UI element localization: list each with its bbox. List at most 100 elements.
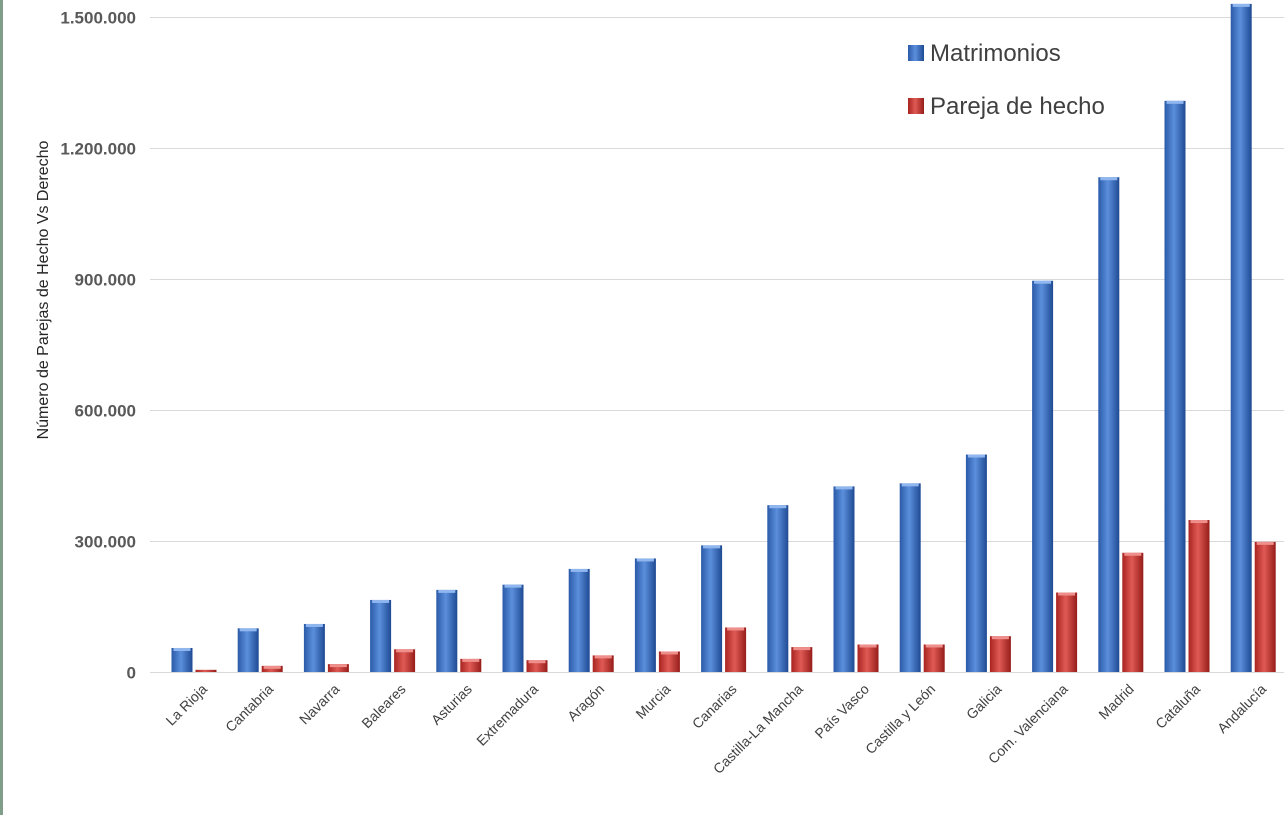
- x-tick-label-galicia: Galicia: [963, 681, 1005, 723]
- y-axis-ticks: 0 300.000 600.000 900.000 1.200.000 1.500.000: [60, 9, 136, 683]
- bar-cap-matrimonios-asturias: [438, 589, 456, 593]
- bar-cap-matrimonios-galicia: [967, 454, 985, 458]
- bar-cap-matrimonios-cantabria: [239, 628, 257, 632]
- y-tick-label: 1.500.000: [60, 9, 136, 28]
- bar-cap-matrimonios-canarias: [703, 545, 721, 549]
- bar-cap-pareja-de-hecho-asturias: [462, 658, 480, 662]
- x-tick-label-la-rioja: La Rioja: [162, 681, 210, 729]
- x-tick-label-navarra: Navarra: [296, 681, 343, 728]
- bar-pareja-de-hecho-la-rioja: [195, 669, 217, 672]
- bar-pareja-de-hecho-galicia: [989, 636, 1011, 672]
- bar-cap-pareja-de-hecho-baleares: [396, 649, 414, 653]
- bar-cap-matrimonios-pais-vasco: [835, 486, 853, 490]
- bar-cap-matrimonios-madrid: [1100, 177, 1118, 181]
- bar-cap-pareja-de-hecho-pais-vasco: [859, 644, 877, 648]
- bar-pareja-de-hecho-aragon: [592, 655, 614, 672]
- bar-cap-matrimonios-navarra: [305, 623, 323, 627]
- bar-pareja-de-hecho-canarias: [725, 627, 747, 672]
- bar-pareja-de-hecho-baleares: [394, 649, 416, 672]
- bar-pareja-de-hecho-navarra: [327, 664, 349, 672]
- bar-pareja-de-hecho-asturias: [460, 658, 482, 672]
- legend-item-pareja-de-hecho: Pareja de hecho: [908, 93, 1105, 120]
- bar-cap-matrimonios-baleares: [372, 599, 390, 603]
- bar-cap-matrimonios-com-valenciana: [1034, 280, 1052, 284]
- bar-matrimonios-asturias: [436, 589, 458, 672]
- bar-cap-matrimonios-extremadura: [504, 584, 522, 588]
- x-tick-label-castilla-y-leon: Castilla y León: [862, 681, 938, 757]
- bar-matrimonios-extremadura: [502, 584, 524, 672]
- bar-cap-pareja-de-hecho-castilla-la-mancha: [793, 647, 811, 651]
- bar-cap-matrimonios-castilla-la-mancha: [769, 505, 787, 509]
- bars: [171, 3, 1276, 673]
- bar-matrimonios-cataluna: [1164, 100, 1186, 673]
- legend-label-matrimonios: Matrimonios: [930, 40, 1061, 67]
- bar-matrimonios-andalucia: [1230, 3, 1252, 672]
- bar-pareja-de-hecho-com-valenciana: [1056, 592, 1078, 672]
- bar-matrimonios-navarra: [303, 623, 325, 672]
- x-tick-label-murcia: Murcia: [632, 681, 673, 722]
- bar-matrimonios-baleares: [370, 599, 392, 672]
- bar-pareja-de-hecho-madrid: [1122, 552, 1144, 672]
- legend: Matrimonios Pareja de hecho: [908, 40, 1105, 120]
- x-tick-label-baleares: Baleares: [358, 681, 408, 731]
- bar-pareja-de-hecho-andalucia: [1254, 541, 1276, 672]
- bar-cap-pareja-de-hecho-castilla-y-leon: [925, 644, 943, 648]
- bar-matrimonios-aragon: [568, 568, 590, 672]
- bar-cap-pareja-de-hecho-cantabria: [263, 665, 281, 669]
- bar-matrimonios-pais-vasco: [833, 486, 855, 672]
- x-tick-label-asturias: Asturias: [428, 681, 475, 728]
- x-tick-label-madrid: Madrid: [1095, 681, 1137, 723]
- bar-cap-pareja-de-hecho-aragon: [594, 655, 612, 659]
- legend-swatch-matrimonios: [908, 45, 924, 61]
- y-tick-label: 0: [127, 664, 136, 683]
- bar-matrimonios-la-rioja: [171, 647, 193, 672]
- bar-matrimonios-cantabria: [237, 628, 259, 672]
- bar-cap-pareja-de-hecho-canarias: [727, 627, 745, 631]
- bar-cap-pareja-de-hecho-extremadura: [528, 660, 546, 664]
- bar-matrimonios-murcia: [634, 558, 656, 672]
- bar-cap-pareja-de-hecho-andalucia: [1256, 541, 1274, 545]
- bar-pareja-de-hecho-extremadura: [526, 660, 548, 672]
- x-tick-label-pais-vasco: País Vasco: [811, 681, 872, 742]
- bar-matrimonios-com-valenciana: [1032, 280, 1054, 672]
- bar-cap-pareja-de-hecho-cataluna: [1190, 520, 1208, 524]
- bar-pareja-de-hecho-cataluna: [1188, 520, 1210, 672]
- bar-cap-matrimonios-cataluna: [1166, 100, 1184, 104]
- bar-cap-pareja-de-hecho-galicia: [991, 636, 1009, 640]
- bar-matrimonios-madrid: [1098, 177, 1120, 673]
- bar-pareja-de-hecho-castilla-y-leon: [923, 644, 945, 672]
- bar-cap-pareja-de-hecho-com-valenciana: [1058, 592, 1076, 596]
- gridlines: [150, 17, 1284, 673]
- x-tick-label-cantabria: Cantabria: [222, 681, 276, 735]
- bar-pareja-de-hecho-cantabria: [261, 665, 283, 672]
- legend-label-pareja-de-hecho: Pareja de hecho: [930, 93, 1105, 120]
- bar-cap-matrimonios-la-rioja: [173, 647, 191, 651]
- bar-cap-pareja-de-hecho-navarra: [329, 664, 347, 668]
- x-tick-label-cataluna: Cataluña: [1152, 681, 1203, 732]
- bar-pareja-de-hecho-castilla-la-mancha: [791, 647, 813, 672]
- y-tick-label: 1.200.000: [60, 140, 136, 159]
- y-tick-label: 600.000: [75, 402, 136, 421]
- x-tick-label-extremadura: Extremadura: [473, 681, 541, 749]
- bar-cap-matrimonios-aragon: [570, 568, 588, 572]
- y-tick-label: 300.000: [75, 533, 136, 552]
- bar-pareja-de-hecho-murcia: [658, 651, 680, 672]
- legend-swatch-pareja-de-hecho: [908, 98, 924, 114]
- legend-item-matrimonios: Matrimonios: [908, 40, 1061, 67]
- bar-matrimonios-castilla-la-mancha: [767, 505, 789, 672]
- x-tick-label-andalucia: Andalucía: [1214, 681, 1269, 736]
- y-tick-label: 900.000: [75, 271, 136, 290]
- bar-cap-pareja-de-hecho-murcia: [660, 651, 678, 655]
- x-tick-label-canarias: Canarias: [689, 681, 740, 732]
- bar-matrimonios-canarias: [701, 545, 723, 672]
- bar-cap-matrimonios-murcia: [636, 558, 654, 562]
- bar-matrimonios-castilla-y-leon: [899, 483, 921, 672]
- bar-cap-matrimonios-castilla-y-leon: [901, 483, 919, 487]
- y-axis-label: Número de Parejas de Hecho Vs Derecho: [35, 140, 52, 439]
- left-border: [0, 0, 3, 815]
- bar-pareja-de-hecho-pais-vasco: [857, 644, 879, 672]
- x-tick-label-aragon: Aragón: [564, 681, 607, 724]
- bar-cap-pareja-de-hecho-madrid: [1124, 552, 1142, 556]
- x-axis-ticks: La Rioja Cantabria Navarra Baleares Asturias…: [162, 681, 1269, 777]
